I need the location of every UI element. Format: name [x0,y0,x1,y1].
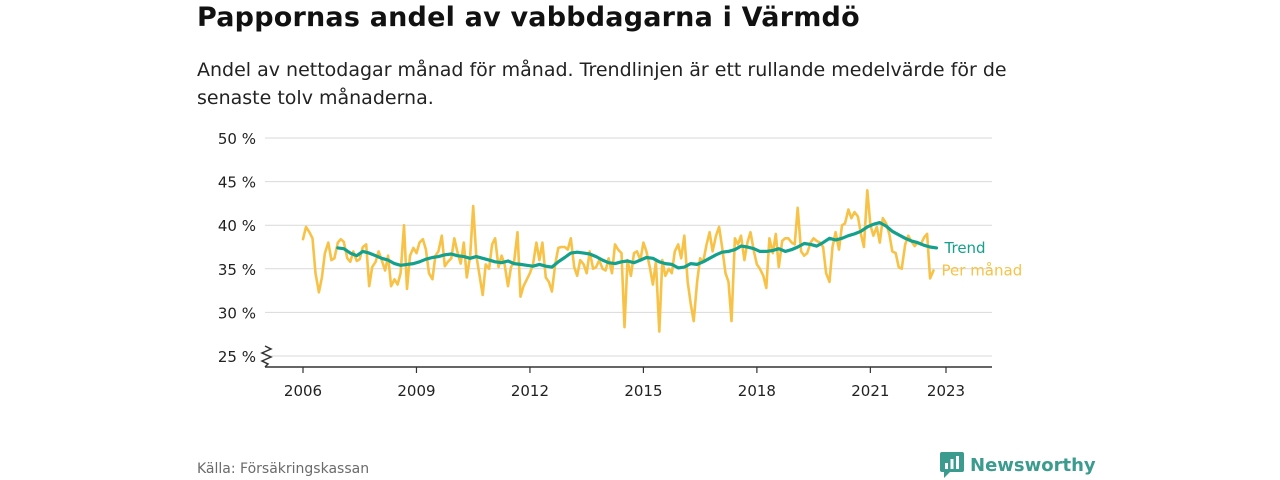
axis-break-marker [260,345,273,368]
y-tick-label: 40 % [218,217,256,235]
y-tick-label: 30 % [218,304,256,322]
y-tick-label: 35 % [218,261,256,279]
x-tick-label: 2012 [511,382,549,400]
grid-layer [265,137,992,357]
y-tick-label: 45 % [218,174,256,192]
x-tick-label: 2021 [851,382,889,400]
line-chart: 25 % 30 % 35 % 40 % 45 % 50 % 2006 2009 2012 2015… [218,130,1023,400]
trend-series-line [336,221,939,270]
x-tick-label: 2018 [738,382,776,400]
brand-name: Newsworthy [970,454,1096,476]
label-layer: Per månad Trend [942,239,1023,280]
monthly-series-line [301,189,935,333]
monthly-series-label: Per månad [942,262,1023,280]
trend-series-label: Trend [944,239,986,257]
y-tick-label: 50 % [218,130,256,148]
axis-layer: 25 % 30 % 35 % 40 % 45 % 50 % 2006 2009 2012 2015… [218,130,992,400]
source-note: Källa: Försäkringskassan [197,461,370,477]
brand-logo: Newsworthy [940,452,1096,478]
x-tick-label: 2023 [927,382,965,400]
chart-title: Pappornas andel av vabbdagarna i Värmdö [197,2,860,33]
x-tick-label: 2015 [624,382,662,400]
newsworthy-logo-icon [940,452,964,478]
chart-subtitle: Andel av nettodagar månad för månad. Tre… [197,59,1007,109]
series-layer [301,189,939,333]
y-tick-label: 25 % [218,348,256,366]
x-tick-label: 2009 [397,382,435,400]
x-tick-label: 2006 [284,382,322,400]
